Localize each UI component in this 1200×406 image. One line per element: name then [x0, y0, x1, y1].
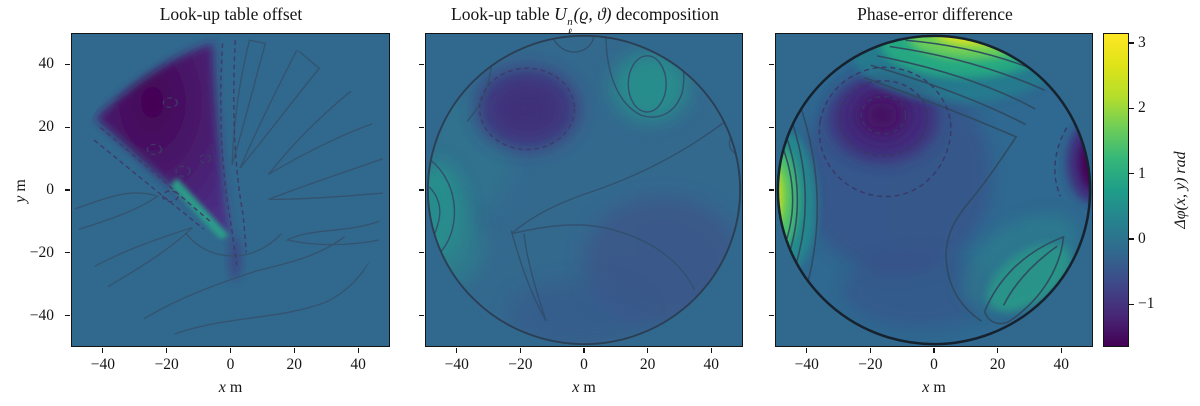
panel1-x-tick-labels: −40 −20 0 20 40 — [90, 356, 366, 373]
colorbar-label: Δφ(x, y) rad — [1172, 151, 1189, 229]
panel3-x-ticks — [775, 348, 1093, 354]
lut-decomposition-contour-plot — [426, 34, 742, 346]
panel3-y-ticks — [768, 33, 774, 347]
colorbar-ticks — [1129, 33, 1135, 347]
panel3-title: Phase-error difference — [857, 4, 1013, 24]
panel2-title-symbol: U — [554, 4, 567, 24]
panel2-title-suffix: decomposition — [611, 4, 719, 24]
panel1-x-ticks — [71, 348, 390, 354]
lut-offset-contour-plot — [72, 34, 389, 346]
panel2-title-args: (ϱ, ϑ) — [573, 4, 612, 24]
phase-error-contour-plot — [776, 34, 1092, 346]
colorbar — [1103, 33, 1129, 347]
panel-lut-decomposition — [425, 33, 743, 347]
panel3-x-axis-label: x m — [922, 379, 946, 396]
panel3-x-tick-labels: −40 −20 0 20 40 — [794, 356, 1069, 373]
panel2-x-tick-labels: −40 −20 0 20 40 — [444, 356, 719, 373]
panel1-y-ticks — [64, 33, 70, 347]
panel1-x-axis-label: x m — [218, 379, 243, 396]
panel-phase-error-difference — [775, 33, 1093, 347]
panel2-y-ticks — [418, 33, 424, 347]
y-axis-label: y m — [12, 179, 29, 203]
panel2-title-supsub: nℓ — [567, 15, 573, 38]
panel2-title: Look-up table Unℓ(ϱ, ϑ) decomposition — [385, 4, 785, 39]
colorbar-label-wrap: Δφ(x, y) rad — [1162, 0, 1200, 406]
panel2-title-prefix: Look-up table — [451, 4, 555, 24]
panel2-x-ticks — [425, 348, 743, 354]
panel-lut-offset — [71, 33, 390, 347]
panel1-title: Look-up table offset — [159, 4, 303, 24]
panel1-y-tick-labels: 40 20 0 −20 −40 — [29, 55, 54, 324]
panel2-x-axis-label: x m — [572, 379, 596, 396]
